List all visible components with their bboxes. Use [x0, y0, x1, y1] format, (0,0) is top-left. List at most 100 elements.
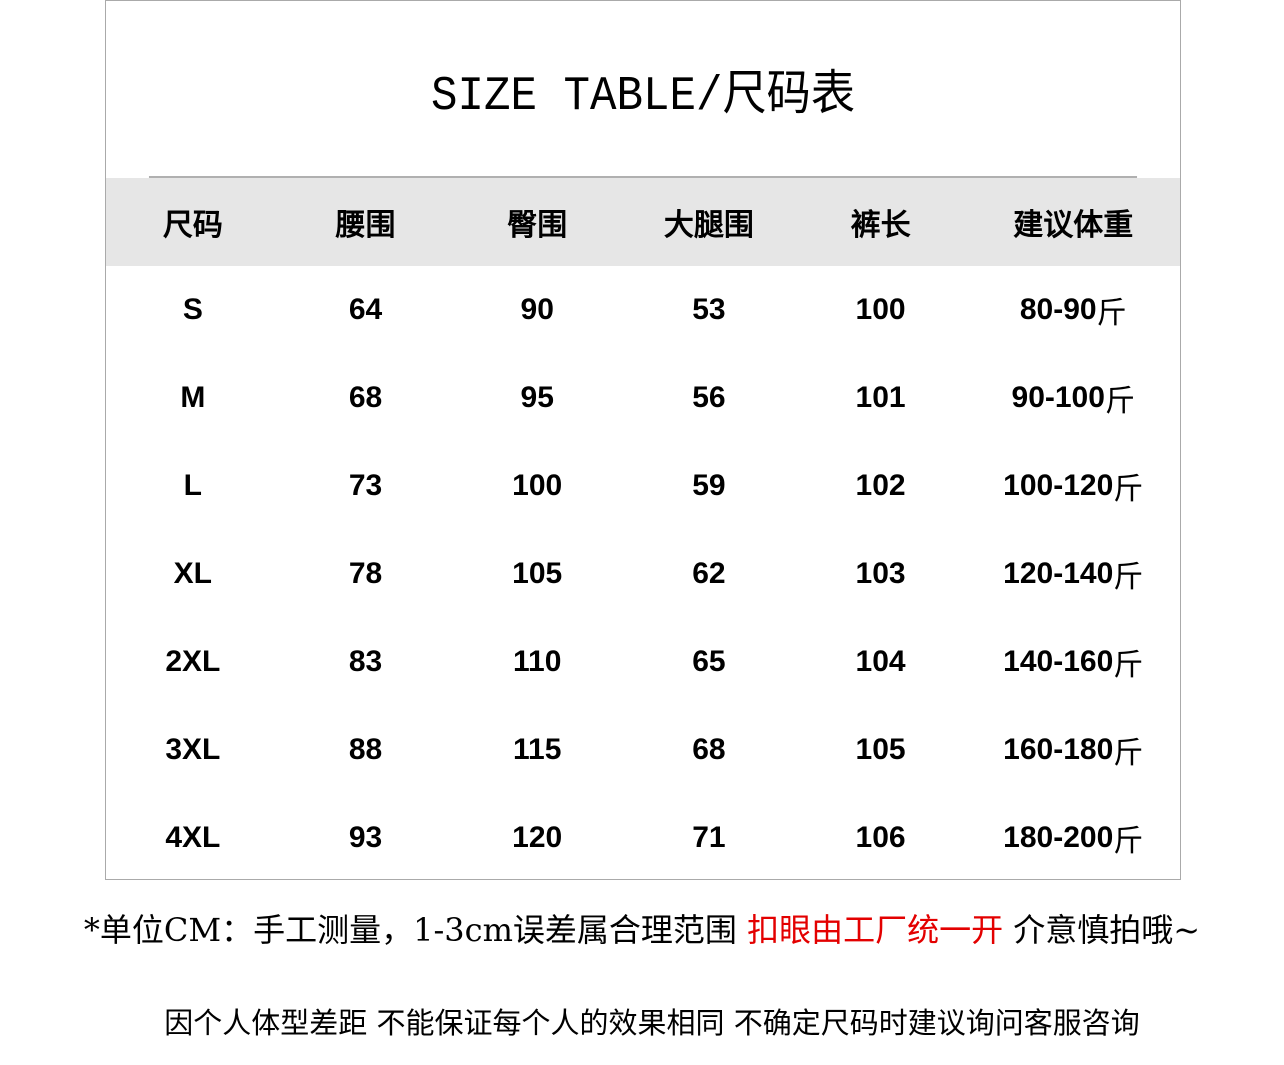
cell-value: 160-180 — [1003, 733, 1114, 766]
table-row: S 64 90 53 100 80-90 斤 — [106, 266, 1180, 354]
cell-hip: 110 — [451, 618, 623, 706]
cell-waist: 93 — [280, 794, 452, 882]
cell-value: 80-90 — [1019, 293, 1097, 326]
cell-value: 83 — [348, 645, 383, 678]
measurement-note: *单位CM：手工测量，1-3cm误差属合理范围 扣眼由工厂统一开 介意慎拍哦~ — [0, 905, 1284, 951]
weight-unit: 斤 — [1104, 385, 1135, 418]
header-weight: 建议体重 — [1013, 208, 1134, 243]
cell-value: 68 — [348, 381, 383, 414]
cell-length: 103 — [795, 530, 967, 618]
note-caution-text: 介意慎拍哦~ — [1013, 911, 1201, 949]
cell-hip: 105 — [451, 530, 623, 618]
cell-thigh: 65 — [623, 618, 795, 706]
cell-value: XL — [173, 557, 212, 590]
cell-thigh: 62 — [623, 530, 795, 618]
weight-unit: 斤 — [1096, 297, 1127, 330]
table-row: 3XL 88 115 68 105 160-180 斤 — [106, 706, 1180, 794]
cell-weight: 140-160 斤 — [966, 618, 1180, 706]
table-title: SIZE TABLE/尺码表 — [148, 1, 1138, 178]
weight-unit: 斤 — [1113, 561, 1144, 594]
header-hip: 臀围 — [507, 208, 568, 243]
cell-value: 140-160 — [1003, 645, 1114, 678]
cell-hip: 100 — [451, 442, 623, 530]
cell-value: 64 — [348, 293, 383, 326]
cell-value: 104 — [855, 645, 906, 678]
cell-value: 103 — [855, 557, 906, 590]
table-row: 2XL 83 110 65 104 140-160 斤 — [106, 618, 1180, 706]
cell-value: 73 — [348, 469, 383, 502]
cell-value: M — [180, 381, 206, 414]
cell-value: 100-120 — [1003, 469, 1114, 502]
weight-unit: 斤 — [1113, 649, 1144, 682]
cell-size: 2XL — [106, 618, 280, 706]
cell-hip: 120 — [451, 794, 623, 882]
cell-value: 3XL — [165, 733, 221, 766]
cell-size: S — [106, 266, 280, 354]
cell-value: 62 — [692, 557, 726, 590]
cell-value: 102 — [855, 469, 906, 502]
cell-value: 110 — [513, 645, 562, 678]
cell-value: 2XL — [165, 645, 221, 678]
cell-value: 105 — [512, 557, 563, 590]
cell-thigh: 53 — [623, 266, 795, 354]
cell-hip: 115 — [451, 706, 623, 794]
cell-value: 93 — [348, 821, 383, 854]
cell-value: 95 — [520, 381, 554, 414]
header-size: 尺码 — [162, 208, 223, 243]
cell-value: 120-140 — [1003, 557, 1114, 590]
cell-value: 4XL — [165, 821, 221, 854]
cell-value: 53 — [692, 293, 726, 326]
cell-value: 90-100 — [1011, 381, 1105, 414]
cell-waist: 64 — [280, 266, 452, 354]
cell-value: 115 — [513, 733, 562, 766]
cell-weight: 160-180 斤 — [966, 706, 1180, 794]
cell-length: 101 — [795, 354, 967, 442]
cell-value: 120 — [512, 821, 563, 854]
table-header: 尺码 腰围 臀围 大腿围 裤长 建议体重 — [106, 178, 1180, 266]
cell-length: 100 — [795, 266, 967, 354]
cell-value: S — [182, 293, 203, 326]
cell-waist: 68 — [280, 354, 452, 442]
note-unit-text: *单位CM：手工测量，1-3cm误差属合理范围 — [83, 911, 737, 949]
size-table: SIZE TABLE/尺码表 尺码 腰围 臀围 大腿围 裤长 建议体重 S 64 9… — [105, 0, 1181, 880]
cell-size: XL — [106, 530, 280, 618]
table-row: M 68 95 56 101 90-100 斤 — [106, 354, 1180, 442]
cell-value: 71 — [692, 821, 726, 854]
cell-size: 3XL — [106, 706, 280, 794]
fit-disclaimer: 因个人体型差距 不能保证每个人的效果相同 不确定尺码时建议询问客服咨询 — [164, 1006, 1140, 1040]
cell-value: 78 — [348, 557, 383, 590]
note-buttonhole-text: 扣眼由工厂统一开 — [747, 911, 1004, 949]
cell-hip: 95 — [451, 354, 623, 442]
cell-thigh: 71 — [623, 794, 795, 882]
cell-size: M — [106, 354, 280, 442]
cell-value: 68 — [692, 733, 726, 766]
cell-length: 104 — [795, 618, 967, 706]
cell-value: 100 — [512, 469, 563, 502]
cell-value: 101 — [855, 381, 906, 414]
cell-weight: 90-100 斤 — [966, 354, 1180, 442]
cell-weight: 80-90 斤 — [966, 266, 1180, 354]
cell-size: 4XL — [106, 794, 280, 882]
cell-waist: 73 — [280, 442, 452, 530]
header-thigh: 大腿围 — [663, 208, 754, 243]
cell-weight: 180-200 斤 — [966, 794, 1180, 882]
cell-value: 106 — [855, 821, 906, 854]
cell-length: 105 — [795, 706, 967, 794]
cell-value: 180-200 — [1003, 821, 1114, 854]
cell-thigh: 59 — [623, 442, 795, 530]
cell-size: L — [106, 442, 280, 530]
cell-weight: 100-120 斤 — [966, 442, 1180, 530]
cell-waist: 88 — [280, 706, 452, 794]
cell-waist: 78 — [280, 530, 452, 618]
cell-value: 90 — [520, 293, 554, 326]
weight-unit: 斤 — [1113, 473, 1144, 506]
weight-unit: 斤 — [1113, 737, 1144, 770]
cell-value: 105 — [855, 733, 906, 766]
table-row: L 73 100 59 102 100-120 斤 — [106, 442, 1180, 530]
cell-value: 59 — [692, 469, 726, 502]
cell-value: 100 — [855, 293, 906, 326]
header-waist: 腰围 — [335, 208, 396, 243]
header-length: 裤长 — [850, 208, 911, 243]
cell-weight: 120-140 斤 — [966, 530, 1180, 618]
cell-length: 106 — [795, 794, 967, 882]
